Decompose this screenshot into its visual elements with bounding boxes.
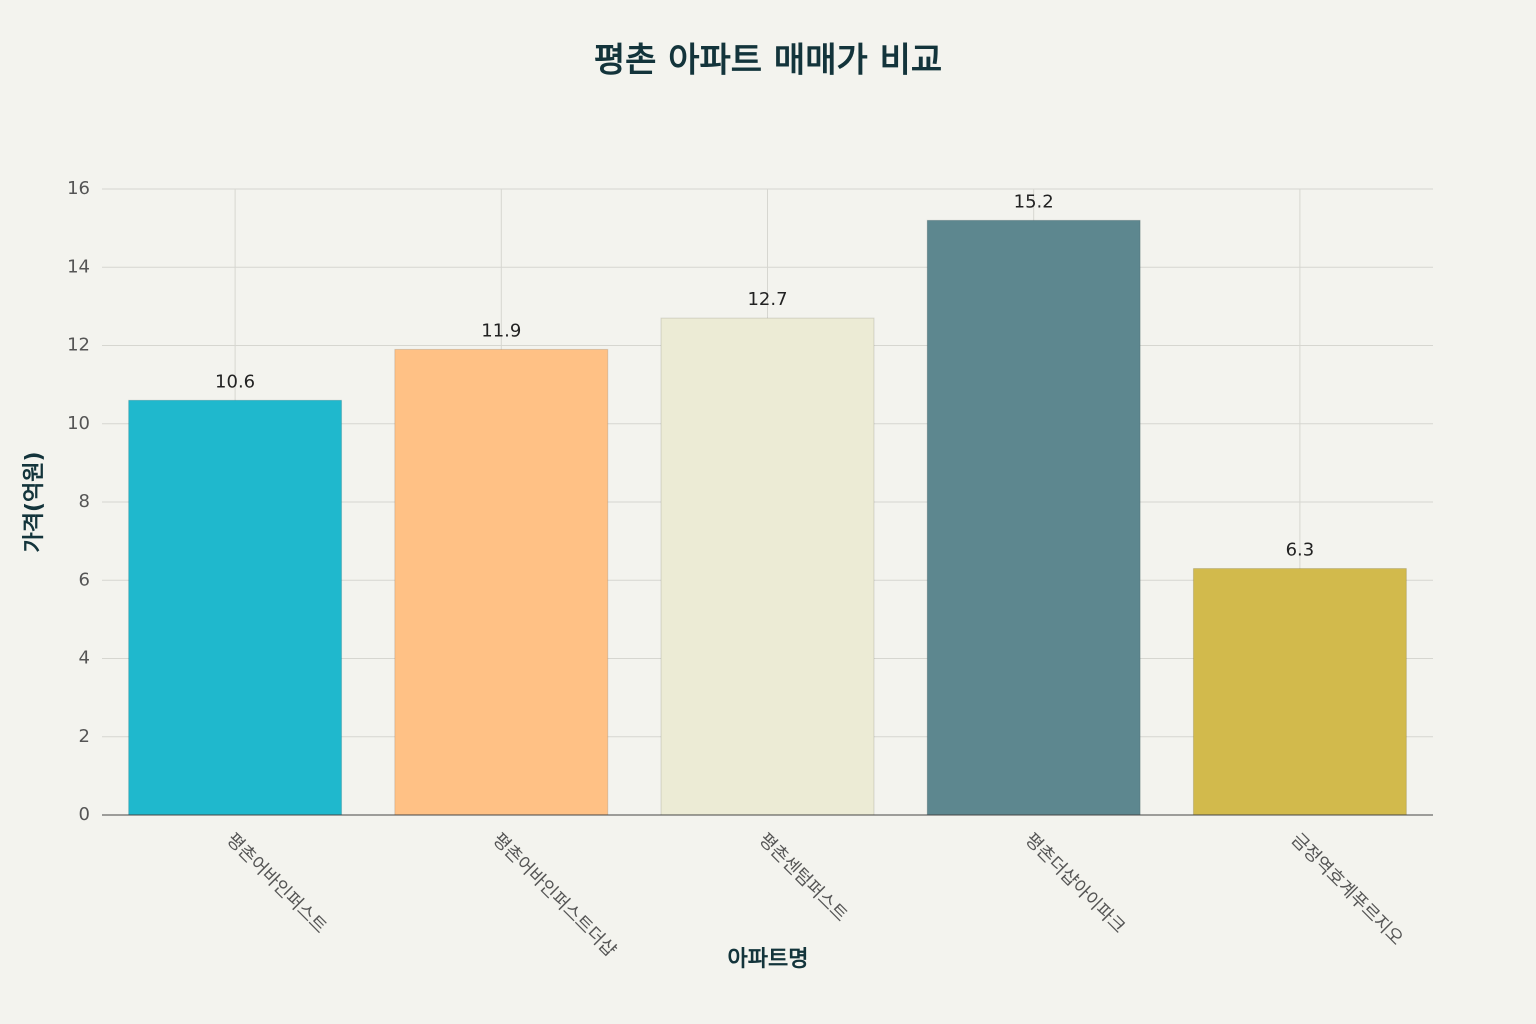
y-tick-label: 4: [79, 648, 90, 669]
value-label: 11.9: [481, 320, 521, 341]
x-tick-label: 평촌더샵아이파크: [1021, 829, 1130, 938]
x-tick-label: 평촌어바인퍼스트더샵: [488, 829, 620, 961]
bar: [926, 219, 1141, 816]
value-label: 12.7: [747, 289, 787, 310]
y-tick-label: 0: [79, 804, 90, 825]
x-tick-label: 금정역호계푸르지오: [1287, 829, 1407, 949]
bar: [394, 348, 609, 816]
bar: [1192, 568, 1407, 816]
y-tick-label: 12: [67, 335, 90, 356]
y-tick-label: 10: [67, 413, 90, 434]
y-tick-label: 14: [67, 256, 90, 277]
y-tick-label: 8: [79, 491, 90, 512]
bar: [660, 317, 875, 816]
value-label: 10.6: [215, 371, 255, 392]
x-tick-label: 평촌센텀퍼스트: [754, 829, 851, 926]
y-tick-label: 16: [67, 178, 90, 199]
x-axis-title: 아파트명: [728, 947, 809, 972]
y-tick-label: 2: [79, 726, 90, 747]
chart-title: 평촌 아파트 매매가 비교: [594, 41, 942, 81]
value-label: 15.2: [1014, 191, 1054, 212]
bar: [128, 399, 343, 816]
x-tick-label: 평촌어바인퍼스트: [222, 829, 331, 938]
y-tick-label: 6: [79, 569, 90, 590]
value-label: 6.3: [1286, 540, 1315, 561]
y-axis-title: 가격(억원): [22, 451, 47, 552]
